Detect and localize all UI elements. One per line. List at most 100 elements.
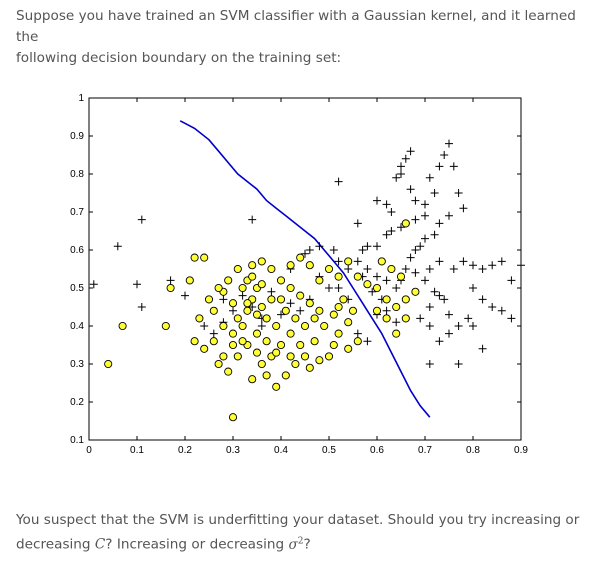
positive-point	[229, 306, 237, 315]
positive-point	[363, 242, 372, 251]
positive-point	[382, 230, 391, 239]
negative-point	[219, 321, 228, 331]
positive-point	[430, 230, 439, 239]
positive-point	[334, 177, 343, 186]
positive-point	[181, 291, 189, 300]
positive-point	[373, 272, 381, 281]
x-tick-label: 0.6	[370, 445, 384, 456]
negative-point	[401, 314, 410, 323]
negative-point	[286, 352, 295, 361]
positive-point	[397, 223, 405, 232]
negative-point	[262, 371, 271, 380]
negative-point	[353, 272, 362, 281]
positive-point	[406, 185, 415, 194]
negative-point	[348, 306, 358, 315]
positive-point	[353, 219, 362, 228]
positive-point	[454, 322, 463, 330]
positive-point	[445, 211, 453, 220]
positive-point	[353, 257, 362, 266]
negative-point	[257, 257, 266, 266]
negative-point	[296, 291, 305, 300]
positive-point	[248, 215, 257, 224]
negative-point	[344, 257, 353, 266]
followup-text-c: ?	[303, 536, 311, 553]
negative-point	[228, 340, 238, 350]
positive-point	[449, 162, 458, 171]
positive-point	[401, 154, 410, 163]
decision-boundary-line	[179, 120, 431, 418]
positive-point	[209, 329, 218, 338]
positive-point	[382, 200, 391, 209]
x-tick-label: 0.7	[418, 445, 432, 456]
negative-point	[252, 348, 262, 357]
positive-point	[459, 257, 468, 266]
negative-point	[272, 382, 281, 391]
x-tick-label: 0	[86, 445, 92, 456]
axis-ticks: 0 0.1 0.2 0.3 0.4 0.5 0.6 0.7 0.8 0.90.10.20.30.4…	[70, 93, 528, 456]
negative-point	[339, 295, 348, 304]
positive-point	[137, 215, 146, 224]
symbol-c: C	[94, 536, 106, 553]
positive-point	[411, 215, 420, 224]
negative-point	[118, 321, 127, 331]
positive-point	[507, 314, 516, 323]
positive-point	[344, 265, 353, 273]
positive-point	[435, 162, 444, 171]
positive-point	[392, 284, 401, 292]
positive-point	[411, 268, 420, 277]
positive-point	[416, 314, 425, 323]
negative-point	[248, 375, 257, 384]
negative-point	[291, 359, 300, 369]
positive-point	[406, 253, 415, 262]
positive-point	[334, 257, 343, 266]
positive-point	[478, 344, 487, 353]
positive-point	[454, 360, 463, 368]
positive-point	[478, 265, 487, 273]
negative-point	[401, 295, 410, 304]
positive-point	[382, 306, 391, 315]
positive-point	[137, 303, 146, 311]
positive-point	[325, 284, 333, 292]
negative-point	[224, 367, 233, 376]
positive-point	[440, 295, 449, 304]
x-tick-label: 0.9	[514, 445, 528, 456]
negative-point	[233, 264, 242, 274]
positive-point	[301, 249, 309, 258]
positive-point	[445, 329, 453, 338]
decision-boundary-layer	[179, 120, 431, 418]
negative-point	[238, 283, 247, 293]
negative-point	[305, 299, 314, 308]
negative-point	[305, 363, 314, 372]
negative-point	[329, 310, 338, 319]
positive-point	[440, 151, 449, 159]
negative-point	[401, 219, 410, 228]
y-tick-label: 0.2	[70, 397, 84, 408]
negative-point	[214, 359, 223, 369]
negative-point	[286, 283, 295, 293]
negative-point	[267, 264, 276, 274]
negative-point	[238, 337, 247, 346]
negative-point	[252, 310, 262, 319]
negative-point	[411, 287, 420, 296]
positive-point	[368, 287, 377, 296]
positive-point	[425, 322, 434, 330]
negative-point	[310, 337, 319, 346]
negative-point	[334, 329, 343, 338]
negative-point	[228, 299, 238, 308]
positive-point	[397, 170, 405, 178]
positive-point	[382, 276, 391, 285]
positive-point	[363, 265, 372, 273]
negative-point	[324, 352, 334, 361]
positive-point	[358, 246, 367, 254]
negative-point	[224, 276, 233, 285]
positive-point	[353, 329, 362, 338]
positive-point	[445, 139, 453, 148]
negative-point	[276, 276, 286, 285]
y-tick-label: 0.3	[70, 359, 84, 370]
negative-point	[344, 344, 353, 353]
negative-point	[262, 314, 271, 323]
x-tick-label: 0.1	[130, 445, 144, 456]
negative-point	[185, 276, 194, 285]
positive-point	[257, 322, 266, 330]
positive-point	[392, 318, 401, 327]
